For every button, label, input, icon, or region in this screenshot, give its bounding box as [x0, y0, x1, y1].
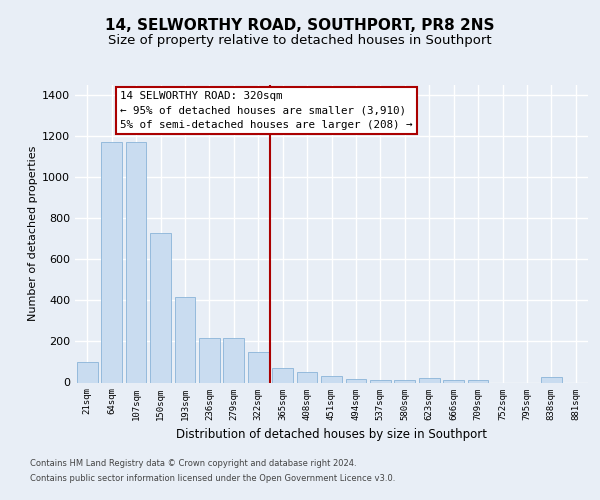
Bar: [272, 368, 293, 382]
Bar: [77, 362, 98, 382]
Bar: [541, 378, 562, 382]
Bar: [125, 142, 146, 382]
Bar: [370, 380, 391, 382]
Bar: [419, 378, 440, 382]
Bar: [101, 142, 122, 382]
Text: 14 SELWORTHY ROAD: 320sqm
← 95% of detached houses are smaller (3,910)
5% of sem: 14 SELWORTHY ROAD: 320sqm ← 95% of detac…: [120, 91, 413, 130]
Bar: [394, 380, 415, 382]
Text: Contains public sector information licensed under the Open Government Licence v3: Contains public sector information licen…: [30, 474, 395, 483]
Text: Size of property relative to detached houses in Southport: Size of property relative to detached ho…: [108, 34, 492, 47]
Y-axis label: Number of detached properties: Number of detached properties: [28, 146, 38, 322]
Bar: [296, 372, 317, 382]
Text: Contains HM Land Registry data © Crown copyright and database right 2024.: Contains HM Land Registry data © Crown c…: [30, 460, 356, 468]
Bar: [248, 352, 269, 382]
Bar: [199, 338, 220, 382]
Bar: [443, 380, 464, 382]
Text: 14, SELWORTHY ROAD, SOUTHPORT, PR8 2NS: 14, SELWORTHY ROAD, SOUTHPORT, PR8 2NS: [105, 18, 495, 32]
Bar: [467, 380, 488, 382]
X-axis label: Distribution of detached houses by size in Southport: Distribution of detached houses by size …: [176, 428, 487, 441]
Bar: [321, 376, 342, 382]
Bar: [223, 338, 244, 382]
Bar: [346, 380, 367, 382]
Bar: [175, 298, 196, 382]
Bar: [150, 232, 171, 382]
